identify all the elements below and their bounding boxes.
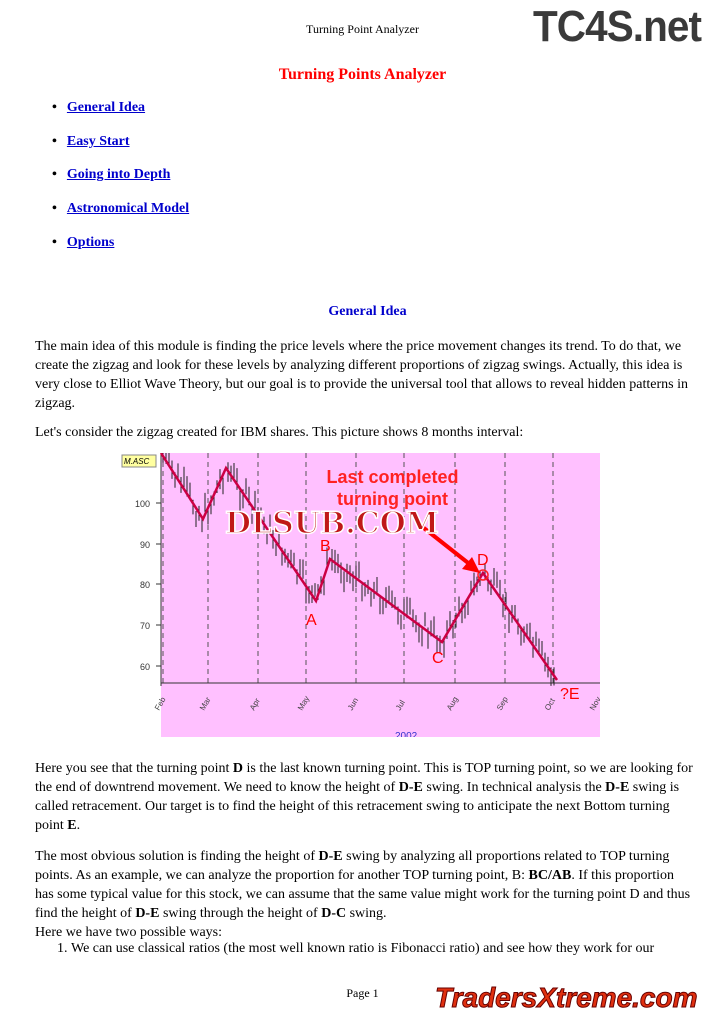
arrowhead-icon bbox=[462, 557, 480, 573]
y-tick-label: 100 bbox=[135, 499, 150, 509]
paragraph-solution: The most obvious solution is finding the… bbox=[35, 849, 691, 940]
annotation-text: Last completed turning point bbox=[326, 467, 459, 509]
point-label: A bbox=[306, 612, 317, 629]
point-label: D bbox=[477, 552, 489, 569]
paragraph-turning-point: Here you see that the turning point D is… bbox=[35, 761, 693, 833]
y-tick-label: 60 bbox=[140, 662, 150, 672]
point-label: B bbox=[320, 538, 331, 555]
annotation-arrow bbox=[418, 523, 474, 568]
section-heading: General Idea bbox=[328, 304, 407, 319]
y-tick-label: 70 bbox=[140, 621, 150, 631]
ways-list: We can use classical ratios (the most we… bbox=[35, 941, 711, 957]
list-item: We can use classical ratios (the most we… bbox=[71, 941, 711, 957]
paragraph-intro: The main idea of this module is finding … bbox=[35, 339, 688, 411]
y-tick-label: 80 bbox=[140, 580, 150, 590]
tradersxtreme-logo: TradersXtreme.com bbox=[435, 982, 698, 1014]
point-label: ?E bbox=[560, 686, 580, 703]
running-header: Turning Point Analyzer bbox=[306, 22, 419, 36]
page-title: Turning Points Analyzer bbox=[278, 66, 447, 83]
toc-link-astronomical-model[interactable]: Astronomical Model bbox=[66, 201, 190, 217]
page-number: Page 1 bbox=[346, 986, 379, 1000]
paragraph-two-ways: Here we have two possible ways: bbox=[35, 925, 223, 940]
toc-link-easy-start[interactable]: Easy Start bbox=[66, 133, 130, 149]
toc-link-general-idea[interactable]: General Idea bbox=[66, 100, 146, 115]
toc-link-going-into-depth[interactable]: Going into Depth bbox=[66, 167, 171, 183]
paragraph-ibm: Let's consider the zigzag created for IB… bbox=[35, 425, 524, 440]
tag-box bbox=[121, 454, 157, 468]
y-tick-label: 90 bbox=[140, 540, 150, 550]
tc4s-logo: TC4S.net bbox=[533, 2, 702, 51]
table-of-contents: General Idea Easy Start Going into Depth… bbox=[52, 100, 189, 268]
year-label: 2002 bbox=[395, 731, 418, 737]
point-label: C bbox=[432, 650, 444, 667]
point-d-marker bbox=[477, 569, 489, 581]
watermark-logo: DLSUB.COM bbox=[225, 506, 439, 541]
tag-label: M.ASC bbox=[124, 457, 150, 466]
zigzag-line bbox=[159, 453, 559, 681]
toc-link-options[interactable]: Options bbox=[66, 234, 115, 250]
